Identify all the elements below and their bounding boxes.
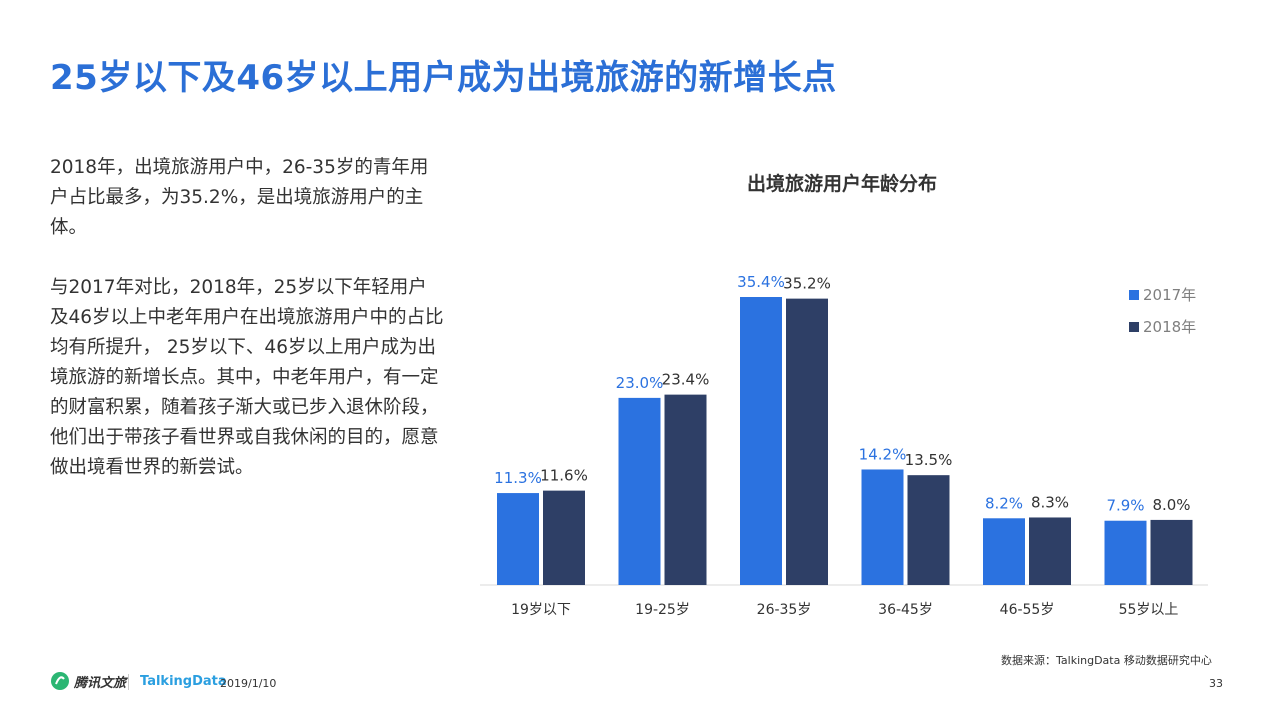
footer-logo: 腾讯文旅 TalkingData bbox=[50, 671, 227, 691]
brand-text: TalkingData bbox=[140, 673, 227, 689]
footer-divider bbox=[128, 674, 129, 690]
x-tick-label-0: 19岁以下 bbox=[511, 602, 571, 618]
bar-2018-2 bbox=[786, 298, 828, 585]
data-label-2018-2: 35.2% bbox=[783, 275, 831, 293]
legend-swatch-2017 bbox=[1129, 290, 1139, 300]
paragraph-2: 与2017年对比，2018年，25岁以下年轻用户及46岁以上中老年用户在出境旅游… bbox=[50, 277, 444, 478]
x-tick-label-3: 36-45岁 bbox=[878, 602, 933, 618]
x-tick-label-1: 19-25岁 bbox=[635, 602, 690, 618]
data-label-2017-4: 8.2% bbox=[985, 494, 1023, 512]
bar-2018-5 bbox=[1150, 519, 1193, 585]
data-label-2017-5: 7.9% bbox=[1106, 497, 1144, 515]
logo-text: 腾讯文旅 bbox=[74, 675, 127, 691]
legend-label-2017: 2017年 bbox=[1143, 286, 1196, 304]
bar-2017-3 bbox=[861, 469, 904, 585]
bar-2018-3 bbox=[907, 475, 950, 585]
bar-2017-2 bbox=[740, 297, 782, 585]
bar-2017-0 bbox=[497, 493, 539, 585]
chart-title: 出境旅游用户年龄分布 bbox=[747, 172, 937, 195]
data-label-2018-0: 11.6% bbox=[540, 467, 588, 485]
data-label-2018-5: 8.0% bbox=[1152, 496, 1190, 514]
x-tick-label-4: 46-55岁 bbox=[1000, 602, 1055, 618]
tencent-culture-logo-icon bbox=[51, 672, 69, 690]
x-tick-label-5: 55岁以上 bbox=[1119, 602, 1179, 618]
paragraph-1: 2018年，出境旅游用户中，26-35岁的青年用户占比最多，为35.2%，是出境… bbox=[50, 157, 429, 238]
page-title: 25岁以下及46岁以上用户成为出境旅游的新增长点 bbox=[50, 58, 837, 98]
data-label-2017-0: 11.3% bbox=[494, 469, 542, 487]
bar-2017-1 bbox=[618, 397, 661, 585]
page-number: 33 bbox=[1209, 677, 1223, 690]
bar-2017-4 bbox=[983, 518, 1025, 585]
data-label-2018-3: 13.5% bbox=[905, 451, 953, 469]
legend-swatch-2018 bbox=[1129, 322, 1139, 332]
footer-date: 2019/1/10 bbox=[220, 677, 277, 690]
data-label-2017-3: 14.2% bbox=[859, 445, 907, 463]
data-source: 数据来源：TalkingData 移动数据研究中心 bbox=[1001, 654, 1212, 667]
description-text: 2018年，出境旅游用户中，26-35岁的青年用户占比最多，为35.2%，是出境… bbox=[50, 153, 445, 513]
data-label-2017-1: 23.0% bbox=[616, 374, 664, 392]
bar-2018-0 bbox=[543, 490, 585, 585]
data-label-2018-4: 8.3% bbox=[1031, 493, 1069, 511]
bar-2018-4 bbox=[1029, 517, 1071, 585]
legend-label-2018: 2018年 bbox=[1143, 318, 1196, 336]
data-label-2018-1: 23.4% bbox=[662, 371, 710, 389]
bar-2017-5 bbox=[1104, 520, 1147, 585]
x-tick-label-2: 26-35岁 bbox=[757, 602, 812, 618]
bar-2018-1 bbox=[664, 394, 707, 585]
data-label-2017-2: 35.4% bbox=[737, 273, 785, 291]
